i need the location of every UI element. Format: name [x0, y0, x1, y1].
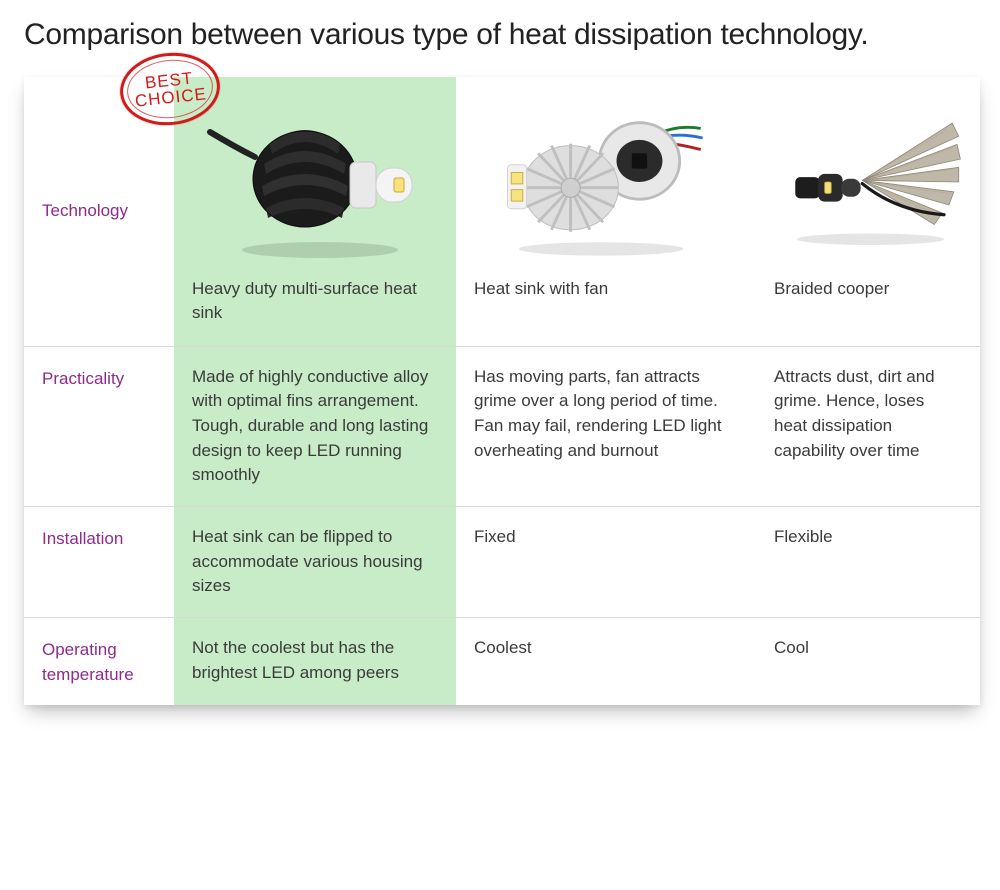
- cell-optemp-col2: Coolest: [456, 618, 756, 705]
- cell-practicality-col1: Made of highly conductive alloy with opt…: [174, 347, 456, 506]
- product-image-braided: [774, 97, 962, 267]
- cell-tech-col3: Braided cooper: [756, 77, 980, 346]
- best-choice-stamp: BEST CHOICE: [117, 47, 224, 129]
- product-image-heatsink: [192, 97, 438, 267]
- product-image-fan: [474, 97, 738, 267]
- tech-name-col1: Heavy duty multi-surface heat sink: [192, 277, 438, 326]
- row-practicality: Practicality Made of highly conductive a…: [24, 347, 980, 507]
- row-installation: Installation Heat sink can be flipped to…: [24, 507, 980, 618]
- cell-tech-col2: Heat sink with fan: [456, 77, 756, 346]
- cell-installation-col2: Fixed: [456, 507, 756, 617]
- comparison-table: BEST CHOICE Technology: [24, 77, 980, 706]
- cell-optemp-col1: Not the coolest but has the brightest LE…: [174, 618, 456, 705]
- cell-installation-col3: Flexible: [756, 507, 980, 617]
- label-operating-temp: Operating temperature: [24, 618, 174, 705]
- cell-practicality-col2: Has moving parts, fan attracts grime ove…: [456, 347, 756, 506]
- page-title: Comparison between various type of heat …: [24, 18, 976, 53]
- cell-installation-col1: Heat sink can be flipped to accommodate …: [174, 507, 456, 617]
- cell-optemp-col3: Cool: [756, 618, 980, 705]
- label-practicality: Practicality: [24, 347, 174, 506]
- label-installation: Installation: [24, 507, 174, 617]
- cell-practicality-col3: Attracts dust, dirt and grime. Hence, lo…: [756, 347, 980, 506]
- tech-name-col2: Heat sink with fan: [474, 277, 738, 302]
- tech-name-col3: Braided cooper: [774, 277, 962, 302]
- row-operating-temperature: Operating temperature Not the coolest bu…: [24, 618, 980, 705]
